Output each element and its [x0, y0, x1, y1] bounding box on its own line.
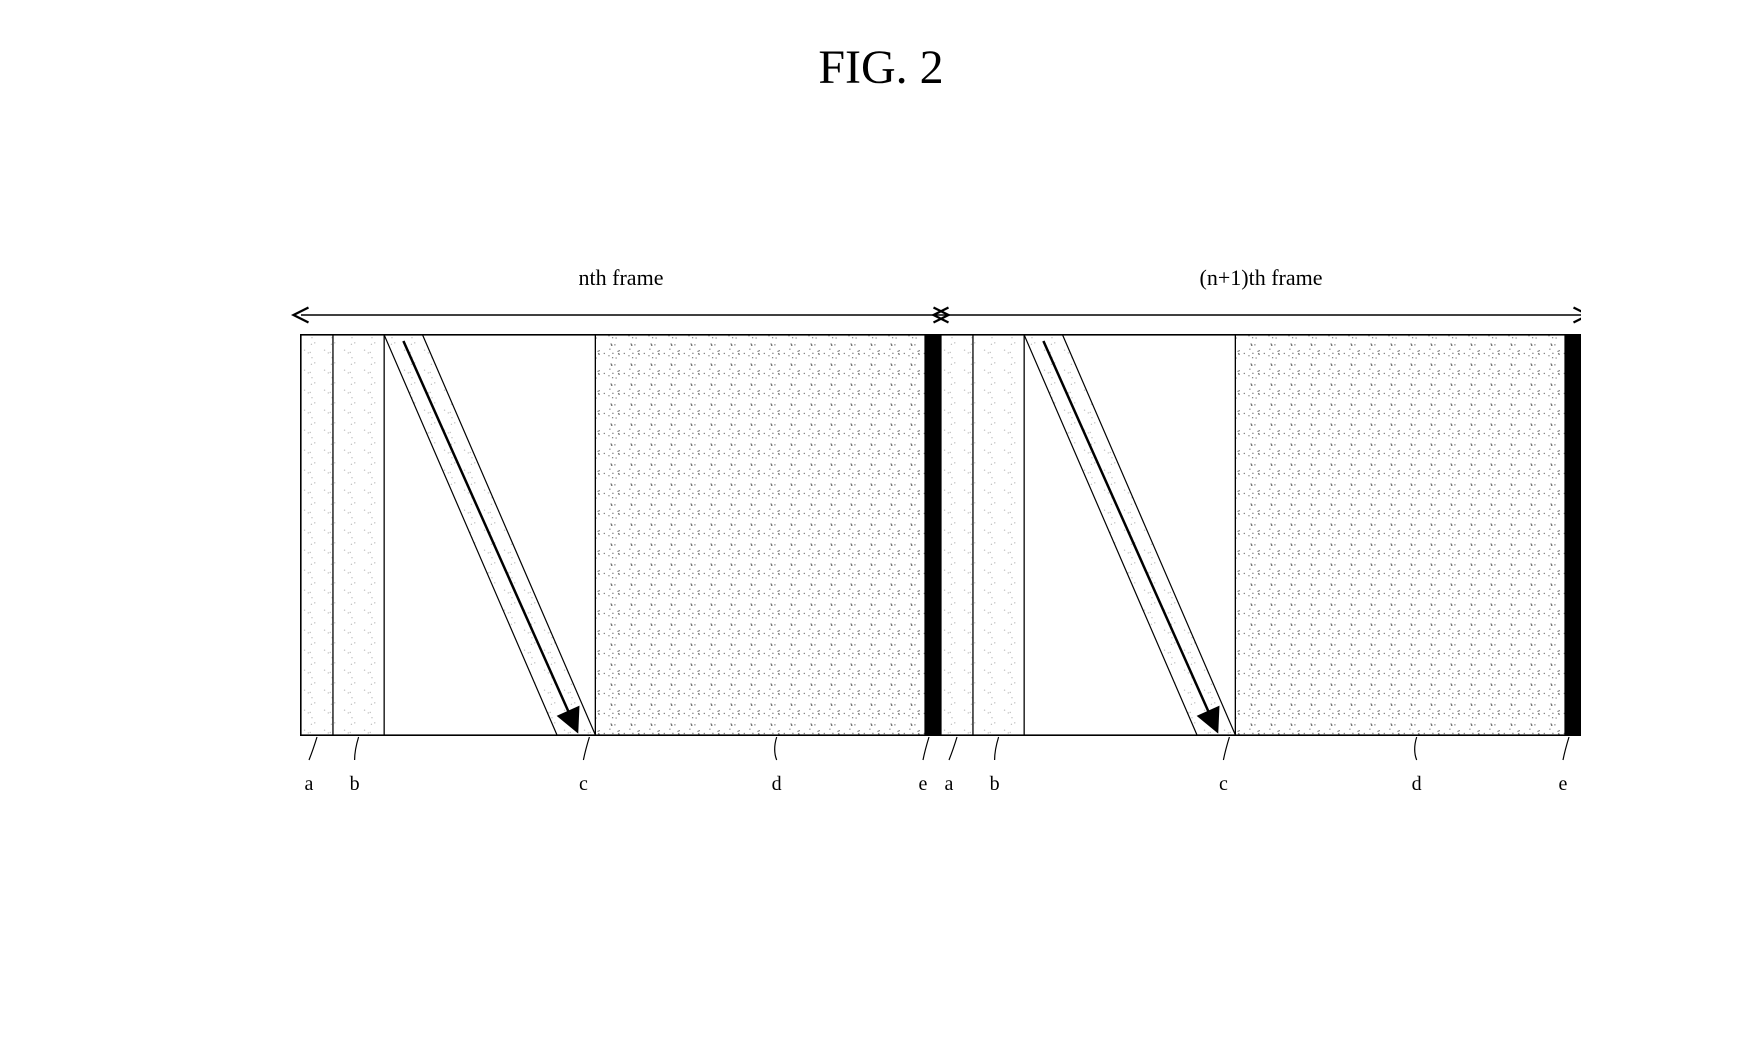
region-label: c [579, 773, 588, 795]
region-label: a [305, 773, 314, 795]
region-e [925, 335, 941, 735]
region-label: c [1219, 773, 1228, 795]
region-label: e [1559, 773, 1568, 795]
region-label: b [350, 773, 360, 795]
region-a [941, 335, 973, 735]
region-a [301, 335, 333, 735]
region-e [1565, 335, 1581, 735]
svg-text:nth frame: nth frame [579, 265, 664, 290]
region-label: d [772, 773, 782, 795]
region-b [333, 335, 384, 735]
region-label: a [945, 773, 954, 795]
region-label: d [1412, 773, 1422, 795]
region-d [1235, 335, 1565, 735]
region-label: b [990, 773, 1000, 795]
region-b [973, 335, 1024, 735]
region-label: e [919, 773, 928, 795]
figure-title: FIG. 2 [40, 40, 1722, 95]
frame-diagram: nth frame(n+1)th frameabcdeabcde [181, 175, 1581, 875]
svg-text:(n+1)th frame: (n+1)th frame [1200, 265, 1323, 290]
region-d [595, 335, 925, 735]
